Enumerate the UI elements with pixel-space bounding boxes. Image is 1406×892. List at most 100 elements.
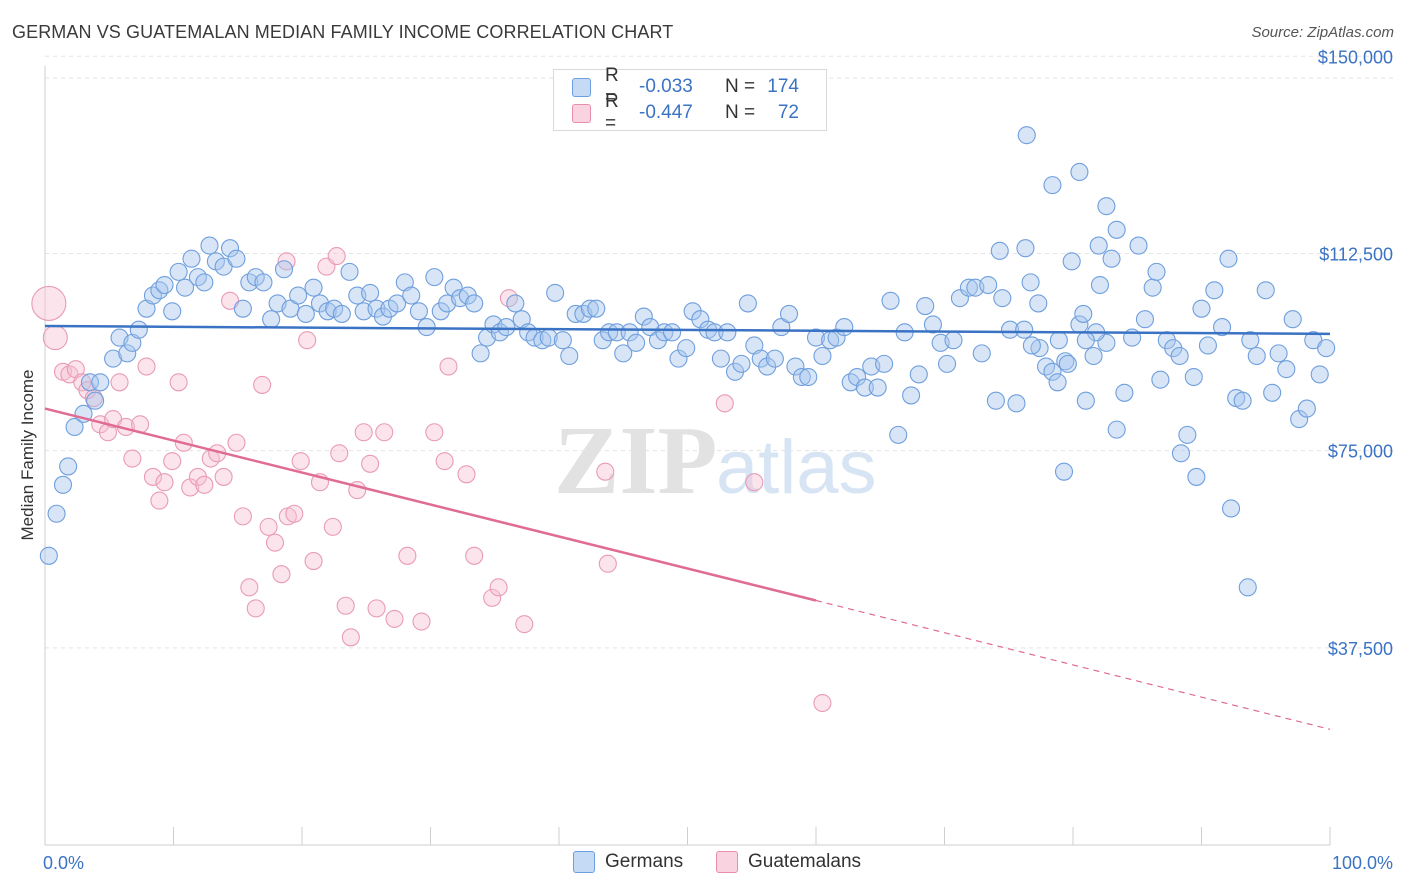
germans-point bbox=[1205, 281, 1224, 300]
germans-point bbox=[944, 331, 963, 350]
germans-point bbox=[1256, 281, 1275, 300]
guatemalans-point bbox=[515, 615, 534, 634]
germans-point bbox=[765, 349, 784, 368]
germans-point bbox=[340, 262, 359, 281]
germans-point bbox=[39, 546, 58, 565]
germans-point bbox=[1043, 362, 1062, 381]
germans-point bbox=[1058, 354, 1077, 373]
germans-legend-label: Germans bbox=[605, 851, 684, 872]
germans-point bbox=[1048, 373, 1067, 392]
guatemalans-point bbox=[233, 507, 252, 526]
germans-point bbox=[169, 262, 188, 281]
germans-point bbox=[792, 367, 811, 387]
x-tick-label-max: 100.0% bbox=[1332, 853, 1393, 873]
guatemalans-point bbox=[66, 360, 85, 379]
guatemalans-point bbox=[425, 423, 444, 442]
guatemalans-point bbox=[327, 247, 346, 266]
germans-point bbox=[1233, 391, 1252, 410]
y-tick-label: $75,000 bbox=[1328, 442, 1393, 462]
germans-point bbox=[1022, 336, 1041, 355]
n-value: 72 bbox=[777, 102, 799, 123]
guatemalans-legend-swatch bbox=[716, 851, 738, 873]
germans-point bbox=[47, 504, 66, 523]
germans-point bbox=[1219, 249, 1238, 268]
guatemalans-point bbox=[375, 423, 394, 442]
germans-point bbox=[972, 344, 991, 363]
germans-point bbox=[195, 273, 214, 292]
germans-point bbox=[1070, 162, 1089, 182]
germans-point bbox=[1238, 578, 1257, 597]
germans-point bbox=[806, 328, 826, 347]
guatemalans-point bbox=[745, 473, 764, 492]
germans-point bbox=[176, 278, 195, 297]
germans-point bbox=[1170, 346, 1189, 366]
guatemalans-point bbox=[265, 533, 285, 552]
germans-point bbox=[1187, 467, 1206, 486]
r-label: R = bbox=[605, 65, 619, 108]
guatemalans-point bbox=[42, 325, 68, 351]
germans-point bbox=[938, 354, 957, 373]
germans-point bbox=[1151, 370, 1170, 389]
germans-point bbox=[1015, 320, 1034, 339]
guatemalans-point bbox=[323, 517, 342, 536]
trend-lines bbox=[44, 324, 1331, 730]
germans-point bbox=[909, 365, 928, 384]
germans-point bbox=[1143, 278, 1162, 297]
germans-point bbox=[123, 333, 142, 352]
germans-point bbox=[233, 299, 252, 318]
germans-point bbox=[1147, 262, 1166, 281]
guatemalans-point bbox=[214, 467, 233, 486]
germans-swatch bbox=[572, 77, 591, 97]
germans-point bbox=[155, 275, 174, 295]
germans-point bbox=[163, 302, 182, 321]
germans-point bbox=[889, 425, 908, 444]
germans-point bbox=[779, 304, 799, 323]
germans-point bbox=[1043, 176, 1062, 195]
guatemalans-point bbox=[298, 331, 317, 350]
chart-title: GERMAN VS GUATEMALAN MEDIAN FAMILY INCOM… bbox=[12, 22, 674, 42]
germans-point bbox=[881, 291, 900, 310]
legend-item-germans[interactable]: Germans bbox=[573, 851, 683, 873]
germans-point bbox=[923, 315, 942, 334]
r-label: R = bbox=[605, 91, 619, 134]
germans-point bbox=[1192, 299, 1211, 318]
germans-point bbox=[979, 275, 998, 295]
germans-point bbox=[634, 307, 653, 326]
n-label: N = bbox=[725, 76, 756, 97]
germans-trend-line bbox=[44, 324, 1331, 336]
germans-point bbox=[711, 349, 730, 368]
germans-point bbox=[655, 323, 674, 342]
germans-point bbox=[868, 378, 887, 397]
germans-point bbox=[417, 318, 436, 337]
r-value: -0.447 bbox=[639, 102, 693, 123]
germans-point bbox=[1247, 346, 1266, 366]
legend-item-guatemalans[interactable]: Guatemalans bbox=[716, 851, 861, 873]
germans-point bbox=[1049, 331, 1068, 350]
guatemalans-swatch bbox=[572, 103, 591, 123]
guatemalans-point bbox=[341, 628, 360, 647]
guatemalans-point bbox=[483, 588, 502, 607]
germans-point bbox=[274, 260, 294, 279]
guatemalans-point bbox=[715, 394, 734, 413]
y-axis-title: Median Family Income bbox=[18, 369, 37, 540]
germans-point bbox=[600, 323, 619, 342]
guatemalans-point bbox=[155, 473, 174, 492]
germans-point bbox=[1198, 336, 1217, 355]
guatemalans-point bbox=[163, 452, 182, 471]
germans-point bbox=[53, 475, 73, 494]
guatemalans-point bbox=[246, 599, 265, 618]
germans-point bbox=[227, 249, 246, 268]
germans-point bbox=[799, 367, 818, 387]
germans-point bbox=[607, 323, 626, 342]
guatemalans-legend-label: Guatemalans bbox=[748, 851, 862, 872]
y-tick-label: $112,500 bbox=[1319, 244, 1393, 264]
y-tick-labels: $37,500 $75,000 $112,500 $150,000 bbox=[1318, 47, 1393, 659]
x-tick-label-min: 0.0% bbox=[43, 853, 84, 873]
n-label: N = bbox=[725, 102, 756, 123]
germans-points bbox=[39, 126, 1336, 597]
germans-point bbox=[1021, 273, 1040, 292]
germans-point bbox=[813, 346, 832, 366]
germans-point bbox=[289, 286, 308, 305]
germans-point bbox=[546, 283, 565, 302]
n-value: 174 bbox=[767, 76, 799, 97]
